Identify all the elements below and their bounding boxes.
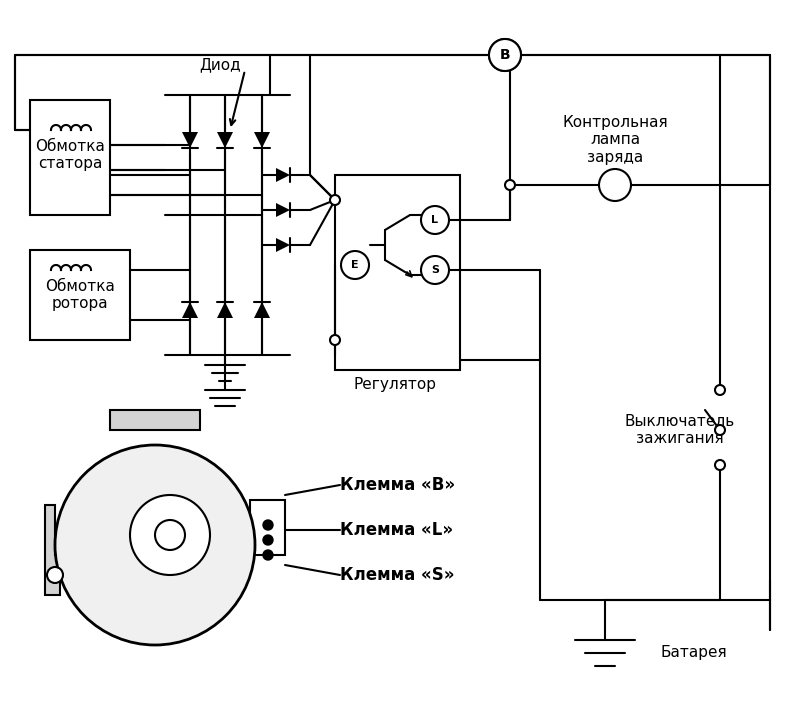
Circle shape xyxy=(489,39,521,71)
Text: L: L xyxy=(431,215,438,225)
Circle shape xyxy=(263,535,273,545)
Polygon shape xyxy=(182,302,198,318)
Polygon shape xyxy=(276,238,290,252)
Circle shape xyxy=(421,206,449,234)
Text: В: В xyxy=(500,48,510,62)
Bar xyxy=(250,500,285,555)
Text: Обмотка
ротора: Обмотка ротора xyxy=(45,279,115,311)
Text: Батарея: Батарея xyxy=(660,646,726,661)
Bar xyxy=(30,250,130,340)
Polygon shape xyxy=(217,132,233,148)
Text: Обмотка
статора: Обмотка статора xyxy=(35,139,105,171)
Text: Регулятор: Регулятор xyxy=(354,377,437,393)
Circle shape xyxy=(505,180,515,190)
Circle shape xyxy=(341,251,369,279)
Text: S: S xyxy=(431,265,439,275)
Circle shape xyxy=(263,550,273,560)
Circle shape xyxy=(155,520,185,550)
Circle shape xyxy=(330,195,340,205)
Polygon shape xyxy=(276,168,290,182)
Polygon shape xyxy=(182,132,198,148)
Circle shape xyxy=(55,445,255,645)
Polygon shape xyxy=(276,203,290,217)
Polygon shape xyxy=(254,132,270,148)
Text: Выключатель
зажигания: Выключатель зажигания xyxy=(625,414,735,446)
Polygon shape xyxy=(217,302,233,318)
Polygon shape xyxy=(45,505,60,595)
Circle shape xyxy=(489,39,521,71)
Bar xyxy=(335,175,460,370)
Text: Клемма «L»: Клемма «L» xyxy=(340,521,453,539)
Circle shape xyxy=(263,520,273,530)
Text: Клемма «В»: Клемма «В» xyxy=(340,476,455,494)
Circle shape xyxy=(47,567,63,583)
Bar xyxy=(30,100,110,215)
Circle shape xyxy=(715,425,725,435)
Circle shape xyxy=(715,385,725,395)
Circle shape xyxy=(421,256,449,284)
Text: E: E xyxy=(351,260,359,270)
Text: Диод: Диод xyxy=(199,58,241,73)
Circle shape xyxy=(130,495,210,575)
Text: Контрольная
лампа
заряда: Контрольная лампа заряда xyxy=(562,115,668,165)
Bar xyxy=(110,410,200,430)
Circle shape xyxy=(715,460,725,470)
Circle shape xyxy=(599,169,631,201)
Polygon shape xyxy=(254,302,270,318)
Text: Клемма «S»: Клемма «S» xyxy=(340,566,454,584)
Text: В: В xyxy=(500,48,510,62)
Circle shape xyxy=(330,335,340,345)
